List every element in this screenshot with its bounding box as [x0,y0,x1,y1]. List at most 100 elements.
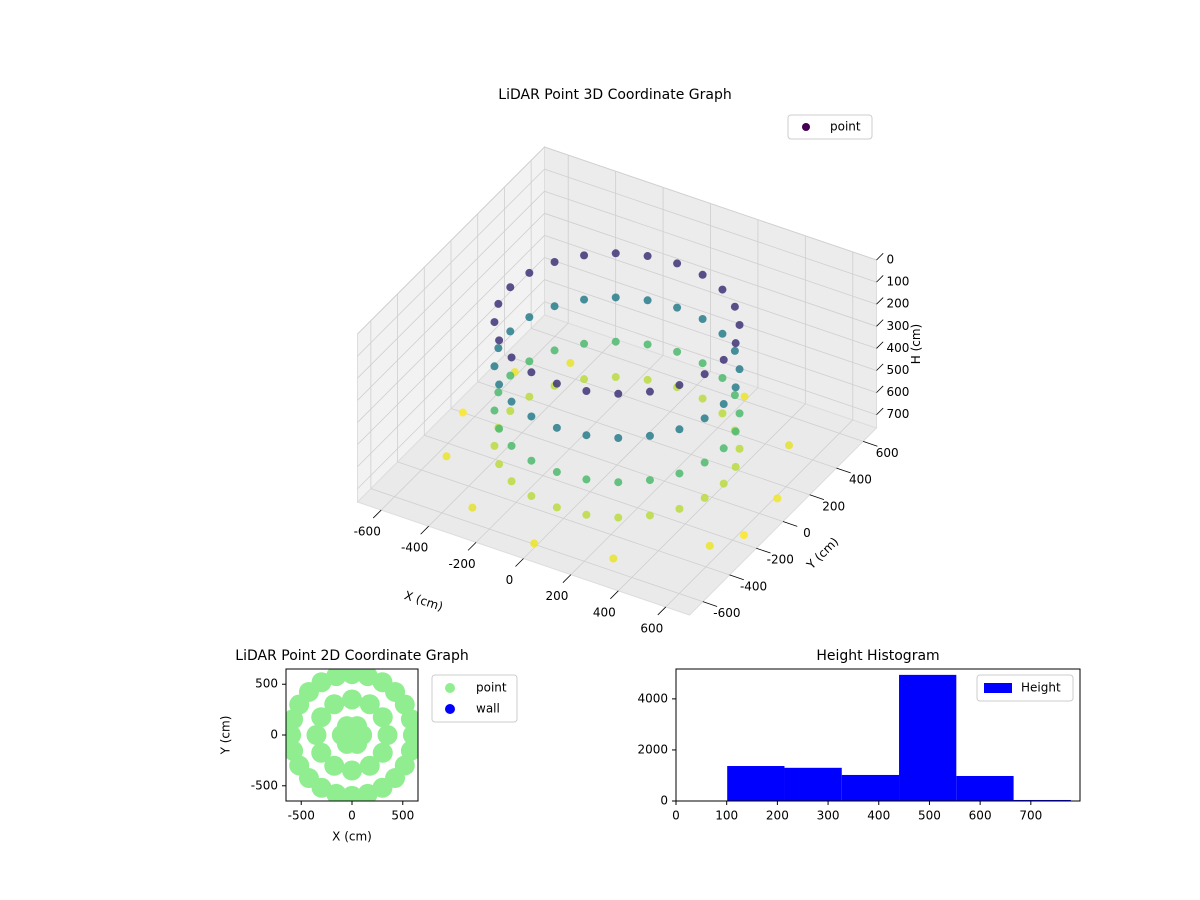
tick-mark [372,509,382,519]
point [311,707,332,728]
tick-mark [876,319,884,327]
x-tick-label: -500 [288,809,315,823]
tick-mark [467,542,477,551]
tick-mark [876,275,884,283]
point [495,460,504,469]
point [643,375,652,384]
point [730,302,739,311]
point [400,740,418,761]
point [566,359,575,368]
point [735,365,744,374]
point [735,444,744,453]
point [490,441,499,450]
legend-marker [445,704,455,714]
point [675,381,684,390]
point [614,513,623,522]
point [614,433,623,442]
legend-box [787,114,873,140]
chart-title: Height Histogram [816,648,939,664]
point [698,394,707,403]
y-tick-label: 600 [876,446,899,460]
point [372,742,393,763]
x-tick-label: 200 [545,589,568,603]
point [735,409,744,418]
tick-mark [782,521,798,527]
point [525,268,534,277]
point [342,669,362,685]
point [643,252,652,261]
chart-2d: point wall -500 0 500 -500 0 500 X (cm) Y (cm) LiD… [219,648,518,844]
point [494,344,503,353]
point [324,694,345,715]
point [582,475,591,484]
x-tick-label: -600 [354,525,381,539]
y-tick-label: 0 [660,794,668,808]
tick-mark [876,253,884,261]
point [550,346,559,355]
point [490,362,499,371]
point [507,441,516,450]
point [506,327,515,336]
point [645,476,654,485]
point [675,504,684,513]
x-axis-label: X (cm) [403,588,445,614]
point [357,669,378,687]
point [506,406,515,415]
point [700,414,709,423]
chart-histogram: Height 0 100 200 300 400 500 600 700 0 2000 4000 Hei… [637,648,1081,823]
point [495,424,504,433]
point [342,760,362,781]
y-tick-label: -400 [740,579,767,593]
x-tick-label: 700 [1019,809,1042,823]
x-axis-label: X (cm) [332,830,372,844]
chart-title: LiDAR Point 2D Coordinate Graph [235,648,468,664]
grid-line [544,146,877,261]
point [527,492,536,501]
tick-mark [729,574,744,581]
z-tick-label: 700 [887,407,910,421]
point [286,709,304,730]
tick-mark [420,525,429,535]
point [372,707,393,728]
point [611,293,620,302]
point [675,469,684,478]
point [402,725,418,745]
point [643,340,652,349]
point [468,503,477,512]
point [495,336,504,345]
point [525,392,534,401]
grid-line [544,190,877,305]
x-tick-label: 500 [391,809,414,823]
z-tick-label: 100 [887,275,910,289]
point [442,452,451,461]
point [730,391,739,400]
point [673,303,682,312]
point [645,511,654,520]
x-tick-label: 600 [640,621,663,635]
z-tick-label: 600 [887,385,910,399]
point [730,346,739,355]
point [550,257,559,266]
x-tick-label: 100 [715,809,738,823]
x-tick-label: 200 [766,809,789,823]
point [342,689,362,710]
y-tick-label: 200 [822,499,845,513]
point [342,725,362,745]
point [718,374,727,383]
point [306,725,327,745]
point [377,725,398,745]
legend-box [431,674,518,723]
point [645,431,654,440]
point [359,694,380,715]
point [582,431,591,440]
point [698,270,707,279]
point [785,441,793,450]
point [552,379,561,388]
y-tick-label: 0 [803,526,811,540]
point [582,510,591,519]
tick-mark [836,467,851,474]
x-tick-label: 0 [348,809,356,823]
plot-area [286,669,418,801]
x-tick-label: 600 [969,809,992,823]
